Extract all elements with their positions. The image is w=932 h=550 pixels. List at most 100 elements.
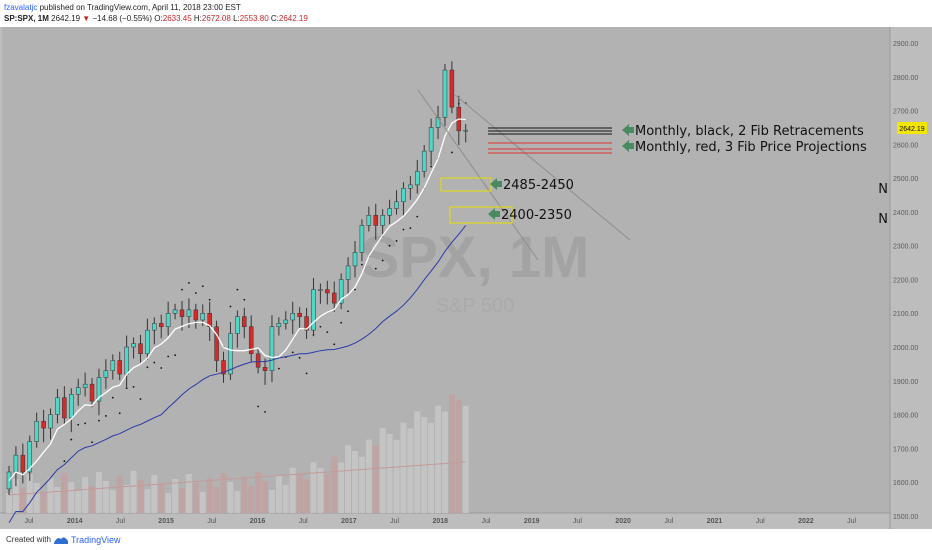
change-value: −14.68 (−0.55%) xyxy=(92,14,153,23)
volume-bar xyxy=(262,481,269,513)
price-axis-label: 1500.00 xyxy=(893,514,918,521)
candle-body xyxy=(311,289,316,331)
volume-bar xyxy=(455,400,462,513)
published-text: published on TradingView.com, April 11, … xyxy=(39,3,241,12)
annotation-zone-2[interactable]: 2400-2350 xyxy=(501,208,572,223)
sar-dot xyxy=(146,366,149,369)
candle-body xyxy=(117,360,122,375)
volume-bar xyxy=(372,445,379,513)
candle-body xyxy=(435,117,441,128)
sar-dot xyxy=(181,288,183,291)
candle-body xyxy=(20,454,26,473)
volume-bar xyxy=(47,478,54,513)
candle-body xyxy=(373,215,379,226)
candle-body xyxy=(297,312,302,317)
sar-dot xyxy=(409,227,412,230)
price-axis-label: 2200.00 xyxy=(893,277,918,284)
sar-dot xyxy=(236,288,239,291)
candle-body xyxy=(228,333,233,375)
price-axis-label: 2300.00 xyxy=(893,244,918,251)
volume-bar xyxy=(428,422,435,513)
volume-bar xyxy=(241,477,248,513)
volume-bar xyxy=(89,486,96,513)
volume-bar xyxy=(400,422,407,513)
candle-body xyxy=(415,171,420,186)
volume-bar xyxy=(102,481,109,513)
volume-bar xyxy=(317,468,324,513)
sar-dot xyxy=(132,385,135,388)
price-axis-labels[interactable]: 2900.00 2800.00 2700.00 2600.00 2500.00 2400.… xyxy=(893,41,918,521)
price-axis-label: 2500.00 xyxy=(893,176,918,183)
volume-bar xyxy=(275,476,282,513)
volume-bar xyxy=(310,462,317,513)
time-axis-label: Jul xyxy=(207,518,216,525)
time-axis-label: 2017 xyxy=(341,518,357,525)
candle-body xyxy=(193,309,199,321)
low-label: L: xyxy=(233,14,240,23)
volume-bar xyxy=(435,405,442,513)
volume-bar xyxy=(137,480,144,513)
candle-body xyxy=(200,312,206,321)
sar-dot xyxy=(416,215,419,218)
author-link[interactable]: fzavalatjc xyxy=(4,3,38,12)
candle-body xyxy=(207,312,212,328)
candle-body xyxy=(221,360,226,375)
candle-body xyxy=(269,326,275,371)
time-axis-label: Jul xyxy=(299,518,308,525)
annotation-zone-1[interactable]: 2485-2450 xyxy=(503,178,574,193)
candle-body xyxy=(352,252,358,267)
volume-bar xyxy=(109,490,116,513)
ohlc-line: SP:SPX, 1M 2642.19 ▼ −14.68 (−0.55%) O:2… xyxy=(4,14,308,23)
price-chart[interactable]: SPX, 1M S&P 500 Monthly, black, 2 Fib Re… xyxy=(0,27,932,529)
volume-bar xyxy=(303,479,310,513)
time-axis-labels[interactable]: Jul 2014 Jul 2015 Jul 2016 Jul 2017 Jul 2018 Jul 20… xyxy=(25,518,857,525)
symbol-label: SP:SPX, 1M xyxy=(4,14,49,23)
volume-bar xyxy=(338,462,345,513)
candle-body xyxy=(145,329,150,355)
sar-dot xyxy=(194,292,197,294)
time-axis-label: 2014 xyxy=(67,518,83,525)
annotation-black-fib[interactable]: Monthly, black, 2 Fib Retracements xyxy=(635,124,864,139)
candle-body xyxy=(366,215,372,226)
tradingview-brand[interactable]: TradingView xyxy=(71,535,121,545)
candle-body xyxy=(165,312,171,328)
volume-bar xyxy=(6,493,12,513)
volume-bar xyxy=(289,467,296,513)
sar-dot xyxy=(381,259,384,262)
candle-body xyxy=(48,414,53,429)
volume-bar xyxy=(165,493,172,513)
candle-body xyxy=(186,309,192,317)
volume-bar xyxy=(220,473,227,513)
sar-dot xyxy=(430,165,433,168)
annotation-red-fib[interactable]: Monthly, red, 3 Fib Price Projections xyxy=(635,140,867,155)
sar-dot xyxy=(229,305,232,308)
sar-dot xyxy=(374,267,377,270)
sar-dot xyxy=(153,361,156,364)
volume-bar xyxy=(462,405,469,513)
arrow-left-icon xyxy=(488,208,500,220)
volume-bar xyxy=(414,411,421,513)
volume-bar xyxy=(386,434,393,513)
candle-body xyxy=(338,279,344,304)
sar-dot xyxy=(298,356,301,359)
clipped-mark-2: N xyxy=(878,212,888,227)
open-value: 2633.45 xyxy=(162,14,192,23)
volume-bar xyxy=(358,456,365,513)
volume-bar xyxy=(130,471,137,513)
volume-bar xyxy=(82,477,89,513)
volume-bar xyxy=(33,483,40,513)
volume-bar xyxy=(12,479,19,513)
volume-bar xyxy=(192,483,199,513)
zone-2400-2350[interactable] xyxy=(449,206,513,224)
sar-dot xyxy=(395,240,398,242)
candle-body xyxy=(75,387,81,395)
sar-dot xyxy=(91,441,93,444)
volume-bar xyxy=(234,491,241,513)
volume-bar xyxy=(68,482,75,513)
volume-bar xyxy=(441,411,448,513)
candle-body xyxy=(380,215,385,226)
high-value: 2672.08 xyxy=(201,14,231,23)
low-value: 2553.80 xyxy=(239,14,269,23)
candle-body xyxy=(421,150,427,172)
time-axis-label: Jul xyxy=(116,518,125,525)
